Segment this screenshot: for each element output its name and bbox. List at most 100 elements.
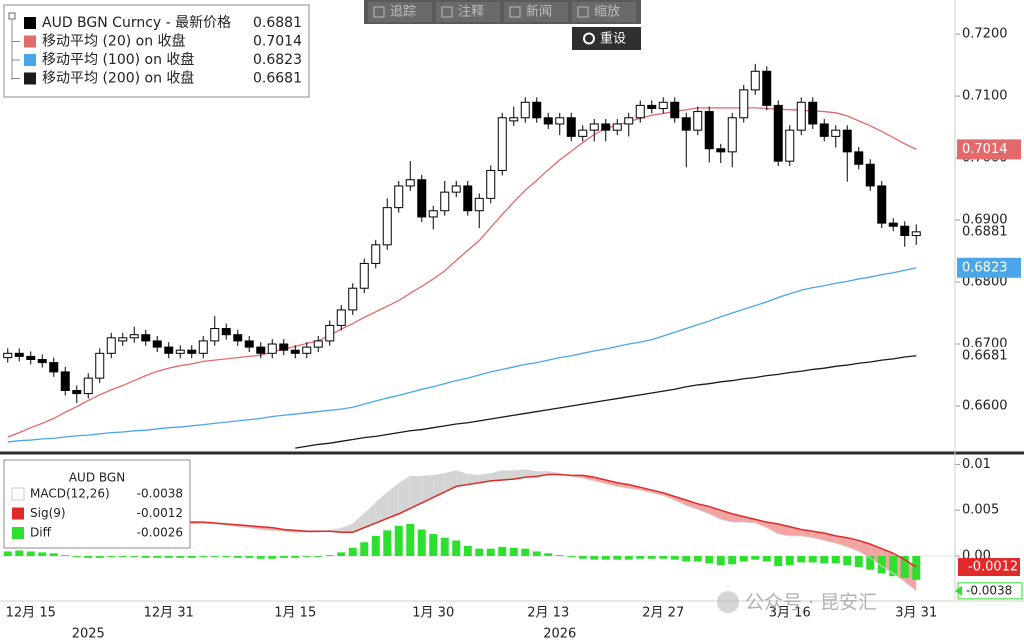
legend-label: AUD BGN Curncy - 最新价格 xyxy=(42,15,231,31)
ma-tag-label: 0.7014 xyxy=(962,142,1008,157)
diff-bar xyxy=(49,553,58,557)
ma-tag-label: 0.6823 xyxy=(962,260,1008,275)
diff-bar xyxy=(337,552,346,557)
candle-body xyxy=(118,337,128,342)
toolbar-button-label: 注释 xyxy=(458,5,484,20)
signal-tag-label: -0.0012 xyxy=(968,560,1018,575)
ma-tag xyxy=(957,257,1021,278)
candle-body xyxy=(601,123,611,131)
y-tick-label: 0.01 xyxy=(962,457,991,472)
diff-bar xyxy=(187,556,196,558)
toolbar-icon xyxy=(441,6,453,18)
candle-body xyxy=(440,191,450,212)
diff-bar xyxy=(452,540,461,557)
diff-bar xyxy=(498,546,507,557)
ma-tag-bg xyxy=(957,346,1021,365)
diff-bar xyxy=(636,556,645,559)
diff-bar xyxy=(912,556,921,580)
diff-bar xyxy=(429,534,438,557)
macd-fill xyxy=(444,470,457,492)
price-legend-box xyxy=(3,4,310,98)
toolbar-button-label: 缩放 xyxy=(594,4,620,20)
candle-body xyxy=(704,111,714,150)
candle-body xyxy=(750,70,760,91)
diff-bar xyxy=(222,556,231,557)
legend-swatch xyxy=(11,487,25,501)
x-tick-label: 12月 15 xyxy=(6,606,56,621)
diff-bar xyxy=(601,556,610,560)
macd-fill xyxy=(617,482,629,489)
macd-fill xyxy=(410,476,422,509)
candle-body xyxy=(555,117,565,125)
candle-body xyxy=(417,179,427,218)
candle-body xyxy=(532,101,542,119)
candle-body xyxy=(256,346,266,354)
x-year-label: 2025 xyxy=(72,627,105,642)
legend-label: Sig(9) xyxy=(30,506,66,520)
candle-body xyxy=(60,371,70,391)
toolbar-icon xyxy=(509,6,521,18)
diff-bar xyxy=(785,556,794,566)
diff-bar xyxy=(176,556,185,558)
diff-bar xyxy=(199,556,208,557)
candle-body xyxy=(497,117,507,171)
macd-fill xyxy=(479,473,491,483)
ma-tag xyxy=(957,139,1021,160)
macd-fill xyxy=(743,516,756,524)
macd-fill xyxy=(467,474,480,485)
legend-value: -0.0038 xyxy=(137,487,183,501)
diff-bar xyxy=(567,556,576,557)
diff-bar xyxy=(877,556,886,574)
x-year-label: 2026 xyxy=(543,627,576,642)
candle-body xyxy=(221,328,231,336)
diff-bar xyxy=(256,556,265,559)
moving-average-line xyxy=(7,107,917,438)
legend-value: 0.6681 xyxy=(253,71,302,87)
macd-fill xyxy=(513,469,526,480)
diff-bar xyxy=(38,552,47,557)
candle-body xyxy=(382,207,392,246)
candle-body xyxy=(336,309,346,326)
y-tick-label: 0.7200 xyxy=(962,27,1008,42)
watermark: 公众号 · 昆安汇 xyxy=(745,592,877,614)
diff-bar xyxy=(245,556,254,558)
diff-bar xyxy=(532,551,541,557)
diff-bar xyxy=(360,542,369,557)
toolbar-button-label: 追踪 xyxy=(390,4,416,20)
candle-body xyxy=(520,101,530,119)
diff-bar xyxy=(95,556,104,558)
y-tick-label: 0.6800 xyxy=(962,275,1008,290)
candle-body xyxy=(796,101,806,131)
diff-bar xyxy=(854,556,863,568)
legend-swatch xyxy=(24,72,36,85)
candle-body xyxy=(589,123,599,131)
macd-fill xyxy=(663,492,675,501)
watermark-icon xyxy=(717,591,739,613)
diff-bar xyxy=(509,547,518,557)
overlay: 0.72000.71000.70000.69000.68000.67000.66… xyxy=(3,4,1023,600)
toolbar-icon xyxy=(373,6,385,18)
candle-body xyxy=(405,179,415,187)
diff-bar xyxy=(107,556,116,557)
y-tick-label: 0.005 xyxy=(962,503,999,518)
candle-body xyxy=(693,111,703,131)
candle-body xyxy=(808,101,818,125)
reset-icon xyxy=(583,32,595,45)
candle-body xyxy=(152,340,162,348)
legend-label: 移动平均 (200) on 收盘 xyxy=(42,70,194,87)
candle-body xyxy=(509,117,519,122)
diff-bar xyxy=(843,556,852,566)
diff-bar xyxy=(291,556,300,558)
candle-body xyxy=(49,362,59,373)
diff-bar xyxy=(153,556,162,558)
diff-bar xyxy=(659,556,668,559)
signal-tag xyxy=(958,558,1020,577)
macd-legend-title: AUD BGN xyxy=(69,471,125,485)
candle-body xyxy=(578,129,588,137)
diff-bar xyxy=(348,547,357,557)
candle-body xyxy=(371,244,381,264)
y-tick-label: 0.6900 xyxy=(962,213,1008,228)
candle-body xyxy=(658,101,668,109)
candle-body xyxy=(175,349,185,354)
diff-bar xyxy=(613,556,622,560)
